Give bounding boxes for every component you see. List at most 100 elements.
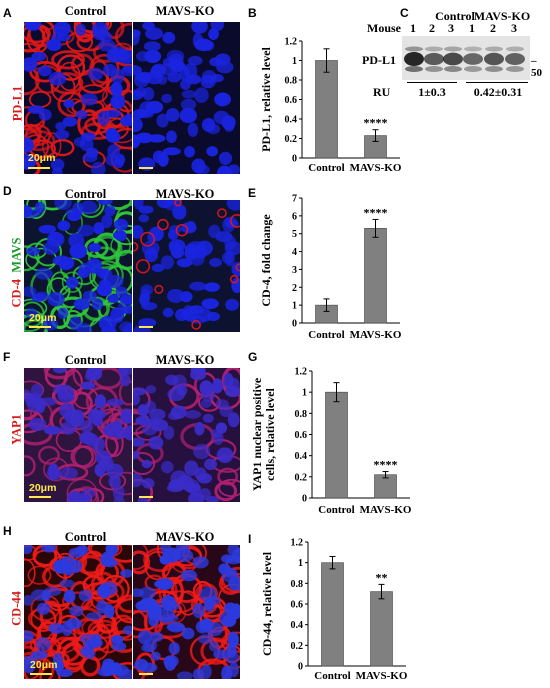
c-control-header: Control — [435, 9, 475, 23]
f-mavs-ko-header: MAVS-KO — [155, 353, 215, 367]
h-mavs-ko-header: MAVS-KO — [155, 530, 215, 544]
panel-letter-a: A — [3, 6, 12, 20]
f-yap1-stain-label: YAP1 — [9, 414, 24, 445]
y-tick-label: 0.8 — [291, 579, 304, 590]
d-cd4-stain-label: CD-4 — [9, 279, 24, 308]
a-ko-scale-bar — [139, 167, 153, 169]
panel-letter-c: C — [400, 6, 409, 20]
significance-label: **** — [364, 116, 388, 130]
c-ko-header: MAVS-KO — [473, 9, 531, 23]
category-label: MAVS-KO — [350, 329, 402, 341]
a-control-header: Control — [64, 4, 107, 18]
c-ru-control: 1±0.3 — [418, 85, 446, 99]
d-scale-bar — [29, 326, 51, 328]
lane-number: 2 — [429, 21, 435, 35]
blot-band — [443, 46, 463, 72]
d-control-header: Control — [64, 187, 107, 201]
h-control-micrograph: 20μm — [24, 545, 132, 679]
lane-number: 2 — [490, 21, 496, 35]
panel-letter-b: B — [248, 6, 257, 20]
f-control-micrograph: 20μm — [24, 368, 132, 502]
blot-band — [424, 46, 444, 72]
y-tick-label: 3 — [292, 265, 297, 276]
y-tick-label: 6 — [292, 211, 297, 222]
lane-number: 1 — [469, 21, 475, 35]
y-tick-label: 7 — [292, 194, 297, 205]
y-tick-label: 2 — [292, 283, 297, 294]
c-pdl1-label: PD-L1 — [362, 53, 396, 67]
a-mavs-ko-micrograph — [133, 22, 240, 174]
y-tick-label: 1 — [292, 56, 297, 67]
category-label: Control — [314, 670, 350, 682]
d-scale-label: 20μm — [29, 312, 57, 324]
blot-band — [505, 46, 525, 72]
y-tick-label: 5 — [292, 229, 297, 240]
y-tick-label: 1 — [298, 558, 303, 569]
blot-band — [484, 46, 504, 72]
f-mavs-ko-micrograph — [133, 368, 240, 502]
d-mavs-stain-label: MAVS — [9, 237, 24, 273]
d-ko-scale-bar — [139, 326, 153, 328]
a-scale-label: 20μm — [28, 152, 56, 164]
y-tick-label: 0.2 — [285, 134, 298, 145]
y-tick-label: 1.2 — [295, 367, 308, 378]
lane-number: 3 — [448, 21, 454, 35]
d-mavs-ko-micrograph — [133, 200, 240, 332]
y-tick-label: 0 — [292, 319, 297, 330]
y-axis-label: CD-44, relative level — [260, 551, 274, 656]
y-tick-label: 0 — [298, 662, 303, 673]
category-label: Control — [318, 504, 354, 516]
c-ru-label: RU — [373, 85, 391, 99]
error-bar — [372, 129, 379, 142]
error-bar — [378, 583, 385, 600]
c-control-group-line — [407, 82, 457, 83]
c-mouse-label: Mouse — [367, 21, 401, 35]
y-tick-label: 0.6 — [285, 95, 298, 106]
h-ko-scale-bar — [139, 673, 153, 675]
y-tick-label: 0.6 — [291, 600, 304, 611]
y-tick-label: 0.8 — [285, 76, 298, 87]
category-label: MAVS-KO — [356, 670, 408, 682]
y-axis-label: PD-L1, relative level — [259, 46, 273, 151]
h-scale-label: 20μm — [30, 659, 58, 671]
h-control-header: Control — [64, 530, 107, 544]
d-control-micrograph: 20μm — [24, 200, 132, 332]
blot-band — [404, 46, 424, 72]
chart-i: 0 0.2 0.4 0.6 0.8 1 1.2 Control ** MAVS-KO CD-44, … — [260, 538, 408, 683]
lane-number: 3 — [511, 21, 517, 35]
h-cd44-stain-label: CD-44 — [9, 591, 24, 626]
h-mavs-ko-micrograph — [133, 545, 240, 679]
d-stain-labels: CD-4 MAVS — [10, 228, 25, 318]
panel-letter-f: F — [3, 350, 11, 364]
bar-mavs-ko — [370, 591, 393, 667]
a-scale-bar — [28, 167, 50, 169]
y-tick-label: 0.8 — [295, 409, 308, 420]
category-label: Control — [308, 329, 344, 341]
error-bar — [323, 298, 330, 312]
a-mavs-ko-header: MAVS-KO — [155, 4, 215, 18]
panel-letter-i: I — [248, 532, 252, 546]
error-bar — [333, 382, 340, 403]
bar-control — [315, 60, 338, 159]
error-bar — [329, 555, 336, 570]
y-tick-label: 1.2 — [285, 37, 298, 48]
chart-e: 0 1 2 3 4 5 6 7 Control **** MAVS-KO CD-4, fold cha… — [259, 194, 402, 342]
f-ko-scale-bar — [139, 496, 153, 498]
y-tick-label: 0 — [302, 494, 307, 505]
y-tick-label: 0.4 — [295, 451, 308, 462]
bar-control — [321, 562, 344, 667]
y-tick-label: 0 — [292, 154, 297, 165]
c-western-blot — [402, 36, 530, 80]
bar-mavs-ko — [364, 228, 387, 324]
y-axis-label-line1: YAP1 nuclear positive — [250, 377, 264, 491]
f-control-header: Control — [64, 353, 107, 367]
lane-number: 1 — [410, 21, 416, 35]
c-mw-label: 50 — [531, 67, 542, 79]
c-ko-group-line — [466, 82, 528, 83]
y-tick-label: 0.2 — [291, 641, 304, 652]
y-tick-label: 4 — [292, 247, 297, 258]
c-ru-ko: 0.42±0.31 — [473, 85, 523, 99]
panel-letter-g: G — [248, 350, 258, 364]
bar-control — [325, 391, 348, 499]
